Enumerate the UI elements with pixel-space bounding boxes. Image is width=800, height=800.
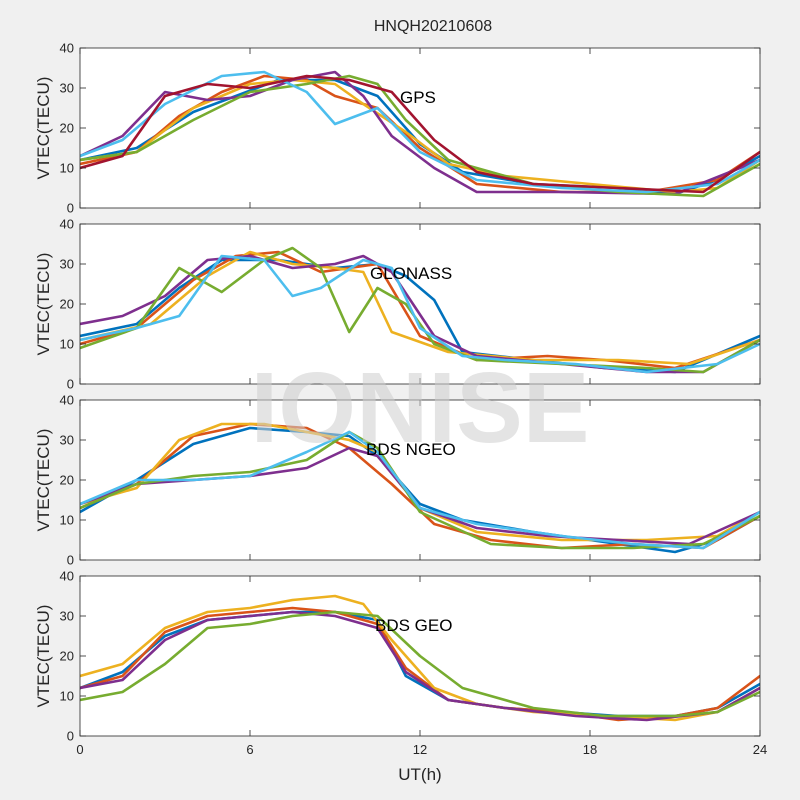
series-group bbox=[80, 70, 760, 198]
x-tick-label: 24 bbox=[753, 742, 767, 757]
y-tick-label: 40 bbox=[60, 217, 74, 232]
y-tick-label: 40 bbox=[60, 41, 74, 56]
panel-label: BDS GEO bbox=[375, 616, 452, 635]
y-tick-label: 0 bbox=[67, 201, 74, 216]
y-tick-label: 0 bbox=[67, 377, 74, 392]
panel-label: BDS NGEO bbox=[366, 440, 456, 459]
plot-area bbox=[80, 224, 760, 384]
y-tick-label: 20 bbox=[60, 473, 74, 488]
series-group bbox=[80, 246, 760, 374]
series-line-3 bbox=[80, 594, 760, 722]
series-line-6 bbox=[80, 70, 760, 194]
x-tick-label: 0 bbox=[76, 742, 83, 757]
y-tick-label: 10 bbox=[60, 513, 74, 528]
y-tick-label: 20 bbox=[60, 297, 74, 312]
y-tick-label: 10 bbox=[60, 337, 74, 352]
x-tick-label: 18 bbox=[583, 742, 597, 757]
series-line-7 bbox=[80, 74, 760, 194]
y-tick-label: 30 bbox=[60, 609, 74, 624]
y-tick-label: 30 bbox=[60, 433, 74, 448]
y-axis-label: VTEC(TECU) bbox=[34, 77, 53, 180]
x-tick-label: 12 bbox=[413, 742, 427, 757]
y-tick-label: 40 bbox=[60, 393, 74, 408]
subplot-3: 0 10 20 30 40 VTEC(TECU) BDS NGEO bbox=[34, 393, 761, 568]
subplot-4: 0 10 20 30 40 0 6 12 18 24 VTEC(TECU) BDS GEO bbox=[34, 569, 767, 758]
series-line-6 bbox=[80, 430, 760, 550]
series-line-6 bbox=[80, 254, 760, 374]
plot-area bbox=[80, 48, 760, 208]
x-tick-label: 6 bbox=[246, 742, 253, 757]
y-tick-label: 30 bbox=[60, 81, 74, 96]
x-axis-label: UT(h) bbox=[398, 765, 441, 784]
panel-label: GLONASS bbox=[370, 264, 452, 283]
y-tick-label: 30 bbox=[60, 257, 74, 272]
series-group bbox=[80, 594, 760, 722]
panel-label: GPS bbox=[400, 88, 436, 107]
y-tick-label: 0 bbox=[67, 729, 74, 744]
subplot-1: 0 10 20 30 40 VTEC(TECU) GPS bbox=[34, 41, 761, 216]
subplots-group: 0 10 20 30 40 VTEC(TECU) GPS 0 10 20 30 40 VTEC(TECU… bbox=[34, 41, 767, 758]
y-axis-label: VTEC(TECU) bbox=[34, 429, 53, 532]
y-axis-label: VTEC(TECU) bbox=[34, 605, 53, 708]
chart-title: HNQH20210608 bbox=[374, 18, 492, 35]
y-tick-label: 40 bbox=[60, 569, 74, 584]
y-axis-label: VTEC(TECU) bbox=[34, 253, 53, 356]
y-tick-label: 20 bbox=[60, 121, 74, 136]
y-tick-label: 10 bbox=[60, 161, 74, 176]
series-line-5 bbox=[80, 74, 760, 198]
y-tick-label: 10 bbox=[60, 689, 74, 704]
watermark-text: IONISE bbox=[251, 352, 590, 464]
series-line-5 bbox=[80, 610, 760, 718]
series-group bbox=[80, 422, 760, 554]
series-line-5 bbox=[80, 430, 760, 550]
subplot-2: 0 10 20 30 40 VTEC(TECU) GLONASS bbox=[34, 217, 761, 392]
y-tick-label: 20 bbox=[60, 649, 74, 664]
series-line-4 bbox=[80, 610, 760, 722]
y-tick-label: 0 bbox=[67, 553, 74, 568]
